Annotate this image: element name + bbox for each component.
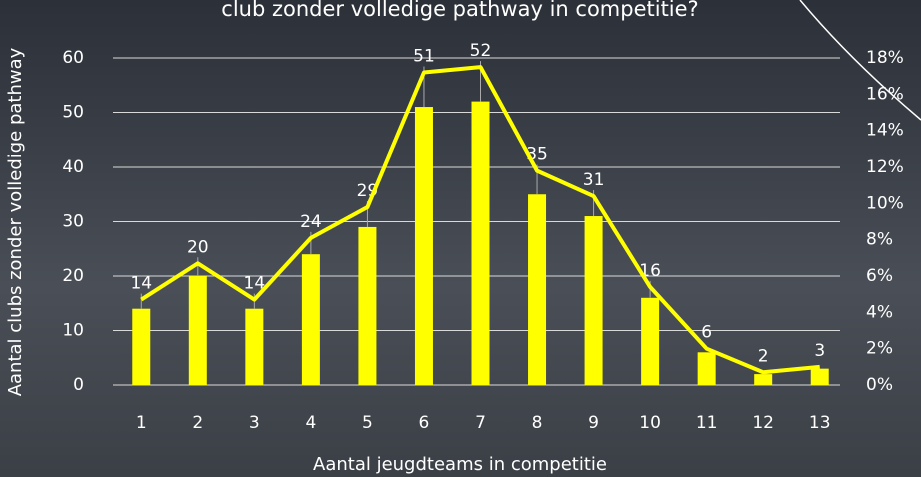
data-label: 14 [244, 274, 266, 294]
bar [301, 254, 320, 385]
line [140, 65, 820, 375]
bar [358, 226, 377, 385]
x-tick-label: 4 [305, 413, 316, 433]
bar [245, 308, 264, 385]
data-label: 20 [187, 237, 209, 257]
x-tick-label: 13 [809, 413, 831, 433]
y2-tick-label: 10% [866, 193, 904, 213]
y2-tick-label: 12% [866, 157, 904, 177]
chart-title: club zonder volledige pathway in competi… [221, 0, 698, 21]
y-tick-label: 20 [62, 266, 84, 286]
y2-tick-label: 0% [866, 375, 893, 395]
y-tick-label: 50 [62, 103, 84, 123]
x-tick-label: 3 [249, 413, 260, 433]
x-tick-label: 12 [752, 413, 774, 433]
x-tick-label: 10 [639, 413, 661, 433]
y2-tick-label: 4% [866, 302, 893, 322]
y2-tick-label: 18% [866, 48, 904, 68]
data-label: 3 [814, 341, 825, 361]
y-tick-label: 60 [62, 48, 84, 68]
data-label: 51 [413, 47, 435, 67]
data-label: 14 [130, 274, 152, 294]
x-tick-label: 9 [588, 413, 599, 433]
x-tick-label: 11 [696, 413, 718, 433]
data-label: 2 [758, 346, 769, 366]
x-tick-label: 7 [475, 413, 486, 433]
x-tick-label: 6 [419, 413, 430, 433]
bar [584, 216, 603, 385]
data-label: 6 [701, 323, 712, 343]
y2-tick-label: 14% [866, 121, 904, 141]
y2-tick-label: 6% [866, 266, 893, 286]
bar [188, 276, 207, 385]
y-tick-label: 0 [73, 375, 84, 395]
y-tick-label: 40 [62, 157, 84, 177]
x-axis-label: Aantal jeugdteams in competitie [313, 454, 607, 475]
bar [471, 101, 490, 385]
y2-tick-label: 8% [866, 230, 893, 250]
x-tick-label: 1 [136, 413, 147, 433]
bar [528, 194, 547, 385]
y-tick-label: 30 [62, 212, 84, 232]
y2-tick-label: 2% [866, 339, 893, 359]
bar [754, 374, 773, 385]
bar [414, 107, 433, 386]
x-tick-label: 5 [362, 413, 373, 433]
decor-arc [799, 0, 921, 121]
data-label: 31 [583, 170, 605, 190]
bar [810, 368, 829, 385]
x-tick-label: 2 [192, 413, 203, 433]
y-axis-label: Aantal clubs zonder volledige pathway [5, 47, 26, 396]
y2-tick-label: 16% [866, 84, 904, 104]
data-label: 24 [300, 212, 322, 232]
bar [697, 352, 716, 385]
x-tick-label: 8 [532, 413, 543, 433]
bar [641, 297, 660, 385]
data-label: 52 [470, 41, 492, 61]
bar [132, 308, 151, 385]
y-tick-label: 10 [62, 321, 84, 341]
